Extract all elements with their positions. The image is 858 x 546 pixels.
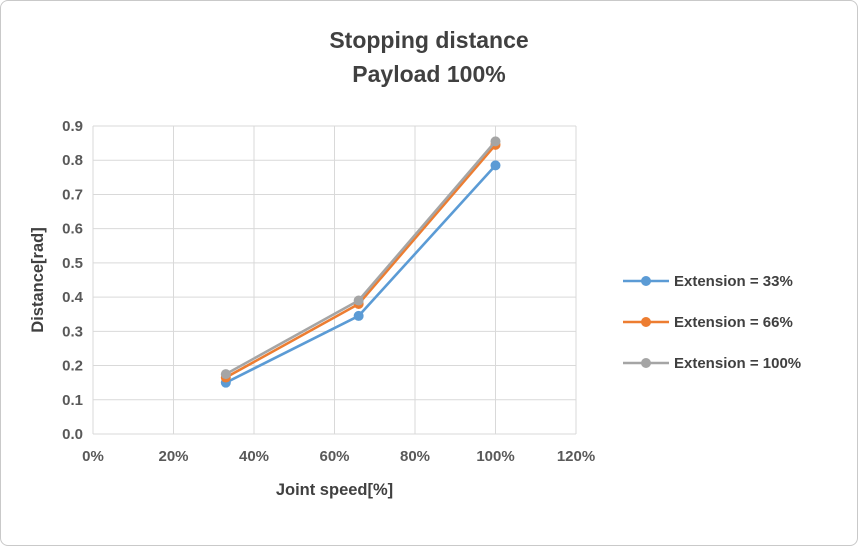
legend-item: Extension = 33% xyxy=(623,267,801,295)
legend-item: Extension = 66% xyxy=(623,308,801,336)
series-marker xyxy=(490,136,501,147)
x-axis-title: Joint speed[%] xyxy=(276,481,393,499)
y-tick-label: 0.7 xyxy=(62,186,83,203)
y-tick-label: 0.6 xyxy=(62,221,83,238)
series-marker xyxy=(353,295,364,306)
y-tick-label: 0.4 xyxy=(62,289,84,306)
legend-label: Extension = 66% xyxy=(674,313,793,331)
x-tick-label: 60% xyxy=(319,448,349,465)
series-line xyxy=(225,143,497,379)
series-line xyxy=(225,164,497,384)
x-tick-label: 100% xyxy=(476,448,514,465)
series-marker xyxy=(490,160,501,171)
series-marker xyxy=(220,369,231,380)
legend-label: Extension = 100% xyxy=(674,354,802,372)
y-tick-label: 0.9 xyxy=(62,118,83,135)
series-marker xyxy=(353,310,364,321)
x-tick-label: 120% xyxy=(557,448,595,465)
legend-marker-icon xyxy=(623,358,669,368)
plot-area: 0.0 0.1 0.2 0.3 0.4 0.5 0.6 0.7 0.8 0.9 0% 20% 40% 60… xyxy=(29,118,595,499)
y-tick-label: 0.3 xyxy=(62,323,83,340)
x-tick-label: 80% xyxy=(400,448,430,465)
chart-title-line2: Payload 100% xyxy=(352,61,506,87)
legend-label: Extension = 33% xyxy=(674,272,793,290)
y-tick-label: 0.1 xyxy=(62,392,83,409)
x-tick-label: 40% xyxy=(239,448,269,465)
series-line xyxy=(225,140,497,376)
legend: Extension = 33% Extension = 66% Extension … xyxy=(623,267,801,377)
legend-marker-icon xyxy=(623,317,669,327)
y-axis-title: Distance[rad] xyxy=(29,227,47,332)
y-tick-label: 0.2 xyxy=(62,358,83,375)
gridlines xyxy=(92,125,577,435)
x-tick-label: 20% xyxy=(158,448,188,465)
y-tick-label: 0.0 xyxy=(62,426,83,443)
y-tick-label: 0.8 xyxy=(62,152,83,169)
legend-item: Extension = 100% xyxy=(623,349,801,377)
chart-title: Stopping distance Payload 100% xyxy=(1,23,857,91)
chart-title-line1: Stopping distance xyxy=(329,27,529,53)
legend-marker-icon xyxy=(623,276,669,286)
x-tick-label: 0% xyxy=(82,448,104,465)
y-tick-label: 0.5 xyxy=(62,255,83,272)
